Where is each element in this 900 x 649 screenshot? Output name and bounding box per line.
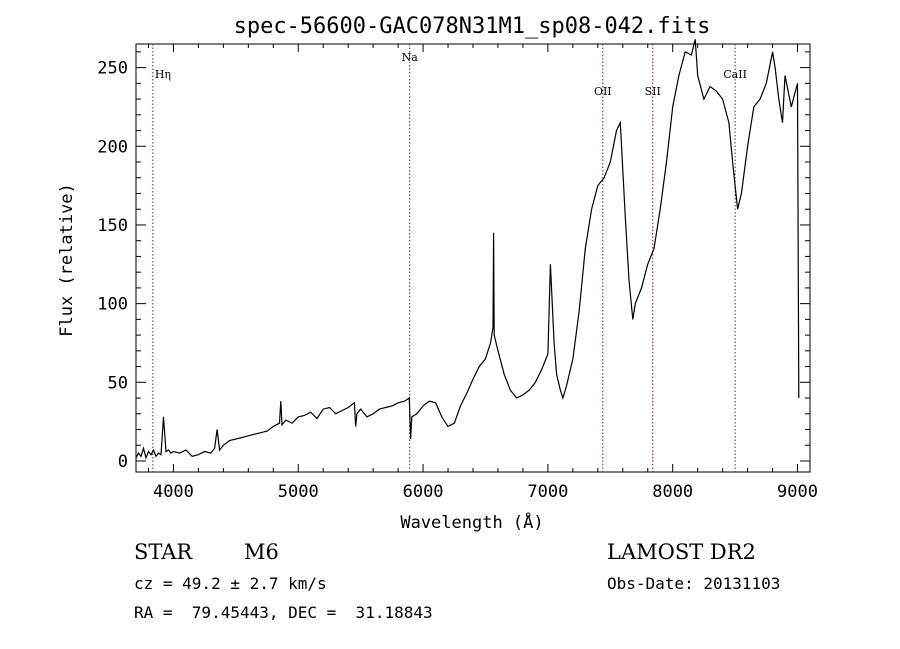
x-tick-label: 5000 xyxy=(278,482,319,502)
y-tick-label: 200 xyxy=(97,137,128,157)
y-tick-label: 0 xyxy=(118,452,128,472)
plot-frame xyxy=(135,43,811,473)
spectral-line-label: OII xyxy=(594,85,612,98)
spectrum-series-line xyxy=(135,39,800,460)
x-axis-ticks: 4000 5000 6000 7000 8000 9000 xyxy=(147,44,818,502)
object-class: STAR xyxy=(134,540,193,564)
x-tick-label: 6000 xyxy=(403,482,444,502)
y-axis-label: Flux (relative) xyxy=(57,183,77,337)
sky-coordinates: RA = 79.45443, DEC = 31.18843 xyxy=(134,603,433,622)
spectral-line-label: CaII xyxy=(723,68,747,81)
spectral-line-label: Na xyxy=(402,51,419,64)
observation-date: Obs-Date: 20131103 xyxy=(607,574,781,593)
y-axis-ticks: 0 50 100 150 200 250 xyxy=(97,51,810,472)
y-tick-label: 250 xyxy=(97,59,128,79)
y-tick-label: 50 xyxy=(108,373,128,393)
spectrum-chart: spec-56600-GAC078N31M1_sp08-042.fits Hη N… xyxy=(57,14,818,533)
spectral-line-label: Hη xyxy=(155,68,171,81)
x-tick-label: 7000 xyxy=(527,482,568,502)
chart-title: spec-56600-GAC078N31M1_sp08-042.fits xyxy=(234,14,711,39)
spectral-line-markers: Hη Na OII SII CaII xyxy=(152,44,747,472)
object-subclass: M6 xyxy=(244,540,279,564)
x-tick-label: 4000 xyxy=(153,482,194,502)
survey-name: LAMOST DR2 xyxy=(607,540,756,564)
x-tick-label: 9000 xyxy=(777,482,818,502)
x-axis-label: Wavelength (Å) xyxy=(400,511,543,533)
y-tick-label: 100 xyxy=(97,295,128,315)
spectral-line-label: SII xyxy=(645,85,661,98)
redshift-cz: cz = 49.2 ± 2.7 km/s xyxy=(134,574,327,593)
x-tick-label: 8000 xyxy=(652,482,693,502)
y-tick-label: 150 xyxy=(97,216,128,236)
